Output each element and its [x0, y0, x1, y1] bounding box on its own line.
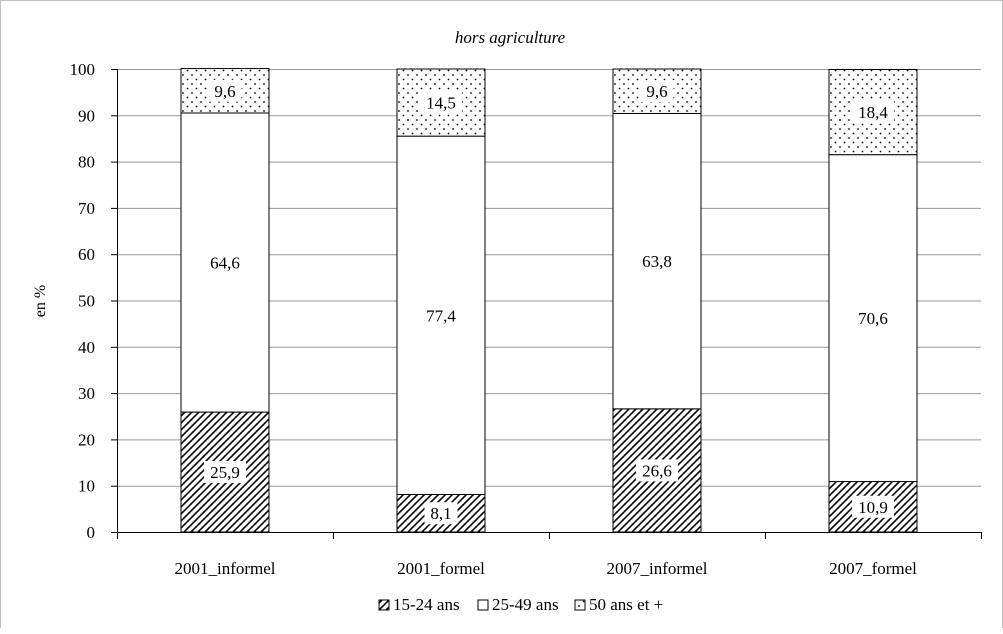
data-label-backdrop — [636, 459, 678, 482]
y-tick-label: 30 — [78, 384, 95, 403]
x-tick-label: 2001_informel — [174, 559, 275, 578]
data-label: 10,9 — [858, 498, 888, 517]
data-label: 14,5 — [426, 94, 456, 113]
data-label: 18,4 — [858, 103, 888, 122]
legend-swatch — [477, 599, 489, 611]
data-label-backdrop — [420, 91, 462, 114]
y-tick-label: 90 — [78, 106, 95, 125]
data-label-backdrop — [424, 502, 458, 525]
y-tick-label: 100 — [70, 60, 96, 79]
legend-label: 50 ans et + — [589, 595, 663, 614]
x-tick-label: 2007_informel — [606, 559, 707, 578]
bar-segment — [612, 112, 702, 410]
data-label: 9,6 — [646, 82, 667, 101]
y-tick-label: 40 — [78, 338, 95, 357]
y-tick-label: 50 — [78, 292, 95, 311]
data-label: 25,9 — [210, 463, 240, 482]
y-tick-label: 10 — [78, 477, 95, 496]
data-label: 8,1 — [430, 504, 451, 523]
data-label: 70,6 — [858, 309, 888, 328]
y-tick-label: 80 — [78, 153, 95, 172]
y-tick-label: 60 — [78, 245, 95, 264]
data-label: 9,6 — [214, 82, 235, 101]
legend-swatch — [574, 599, 586, 611]
bar-value-labels: 25,9 64,6 9,6 8,1 77,4 14,5 26,6 63,8 9,6 10,9 70,… — [204, 79, 894, 525]
bar-segment — [828, 154, 918, 483]
data-label-backdrop — [852, 101, 894, 124]
data-label: 63,8 — [642, 252, 672, 271]
y-axis-ticks: 0 10 20 30 40 50 60 70 80 90 100 — [70, 60, 117, 542]
legend-swatch — [378, 599, 390, 611]
x-tick-label: 2001_formel — [397, 559, 485, 578]
legend-label: 15-24 ans — [393, 595, 460, 614]
y-tick-label: 20 — [78, 430, 95, 449]
bar-segment — [396, 135, 486, 495]
y-tick-label: 70 — [78, 199, 95, 218]
data-label-backdrop — [852, 495, 894, 518]
bar-segment — [180, 112, 270, 413]
x-tick-label: 2007_formel — [829, 559, 917, 578]
data-label: 26,6 — [642, 461, 672, 480]
y-axis-label: en % — [32, 285, 49, 317]
legend: 15-24 ans 25-49 ans 50 ans et + — [378, 595, 663, 614]
bars — [180, 68, 918, 533]
legend-label: 25-49 ans — [492, 595, 559, 614]
x-axis-ticks: 2001_informel 2001_formel 2007_informel 200… — [117, 532, 982, 578]
data-label-backdrop — [208, 79, 242, 102]
data-label: 77,4 — [426, 306, 456, 325]
data-label-backdrop — [640, 80, 674, 103]
chart-title: hors agriculture — [455, 28, 566, 47]
data-label-backdrop — [204, 461, 246, 484]
y-tick-label: 0 — [87, 523, 96, 542]
bar-segment — [396, 68, 486, 137]
data-label: 64,6 — [210, 254, 240, 273]
